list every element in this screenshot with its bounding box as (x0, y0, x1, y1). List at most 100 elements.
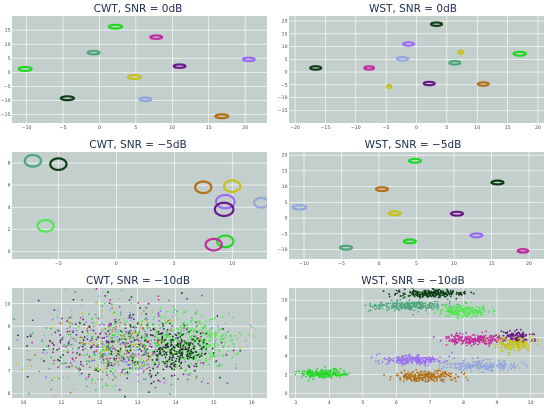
data-point (219, 338, 222, 341)
data-point (419, 357, 421, 360)
data-point (95, 322, 97, 325)
data-point (198, 321, 201, 324)
data-point (470, 291, 473, 294)
data-point (112, 347, 115, 350)
data-point (153, 350, 156, 353)
data-point (433, 312, 436, 315)
data-point (40, 358, 43, 361)
data-point (446, 360, 449, 362)
data-point (114, 376, 117, 379)
data-point (175, 364, 178, 367)
data-point (178, 357, 181, 360)
data-point (191, 317, 194, 319)
data-point (67, 321, 70, 324)
data-point (231, 342, 234, 345)
data-point (484, 334, 487, 337)
data-point (109, 309, 112, 312)
data-point (455, 293, 458, 296)
data-point (180, 292, 183, 294)
data-point (435, 293, 438, 296)
data-point (81, 331, 84, 333)
data-point (398, 356, 401, 359)
data-point (160, 341, 163, 344)
data-point (173, 356, 176, 359)
data-point (71, 329, 74, 332)
data-point (147, 302, 150, 305)
data-point (188, 356, 191, 359)
data-point (208, 331, 211, 334)
data-point (406, 377, 409, 380)
scatter-points (23, 153, 267, 252)
data-point (8, 385, 10, 387)
data-point (411, 361, 414, 364)
x-tick-label: 13 (135, 400, 141, 406)
data-point (65, 366, 68, 368)
data-point (181, 345, 184, 348)
x-tick-label: 15 (206, 125, 212, 131)
data-point (440, 310, 443, 313)
data-point (210, 334, 213, 337)
data-point (476, 311, 478, 313)
data-point (455, 297, 458, 300)
data-point (98, 324, 101, 327)
data-point (392, 359, 394, 362)
data-point (447, 335, 450, 338)
data-point (330, 377, 333, 380)
data-point (149, 334, 152, 336)
data-point (75, 333, 78, 336)
data-point (397, 358, 400, 361)
data-point (166, 363, 168, 366)
data-point (417, 360, 420, 362)
data-point (407, 371, 410, 374)
data-point (115, 358, 117, 361)
data-point (491, 370, 494, 372)
data-point (307, 372, 310, 375)
data-point (150, 382, 153, 385)
data-point (111, 340, 114, 343)
data-point (216, 365, 219, 368)
data-point (128, 351, 130, 354)
data-point (439, 339, 442, 342)
data-point (402, 294, 404, 297)
data-point (123, 353, 126, 355)
data-point (439, 294, 442, 297)
data-point (425, 380, 428, 383)
data-point (396, 292, 398, 295)
scatter-points (294, 288, 543, 383)
data-point (118, 324, 121, 327)
data-point (88, 373, 90, 376)
data-point (438, 288, 441, 291)
data-point (517, 349, 520, 352)
data-point (491, 335, 493, 337)
data-point (221, 333, 224, 336)
data-point (244, 340, 247, 342)
data-point (122, 333, 125, 336)
data-point (413, 309, 416, 312)
data-point (179, 346, 182, 348)
data-point (451, 340, 453, 343)
data-point (476, 356, 479, 359)
data-point (427, 358, 430, 361)
data-point (163, 377, 165, 380)
data-point (412, 356, 414, 359)
data-point (174, 338, 177, 341)
data-point (82, 339, 85, 342)
data-point (165, 351, 168, 354)
data-point (133, 406, 135, 408)
data-point (172, 354, 174, 357)
scatter-points (17, 23, 256, 120)
data-point (118, 305, 121, 308)
cluster-ring (253, 196, 267, 209)
data-point (514, 336, 517, 339)
cluster-ring (449, 210, 465, 217)
data-point (67, 341, 70, 344)
data-point (485, 342, 488, 345)
data-point (92, 343, 95, 346)
data-point (402, 306, 405, 309)
data-point (412, 375, 415, 378)
data-point (322, 371, 325, 373)
data-point (479, 335, 482, 338)
data-point (464, 342, 467, 345)
data-point (119, 347, 122, 350)
data-point (229, 335, 232, 338)
